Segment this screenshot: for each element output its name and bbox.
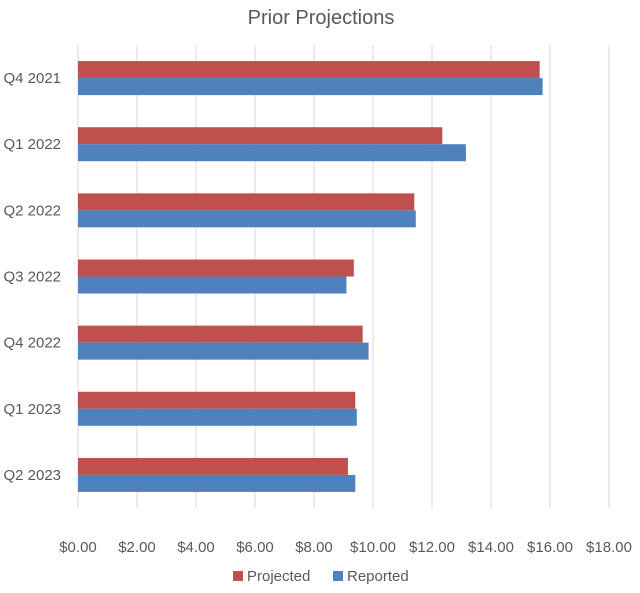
bars	[78, 61, 543, 492]
x-tick-label: $8.00	[295, 539, 333, 556]
category-label: Q1 2022	[3, 136, 61, 153]
category-labels: Q4 2021 Q1 2022 Q2 2022 Q3 2022 Q4 2022 Q1 20…	[3, 70, 61, 484]
x-tick-label: $18.00	[586, 539, 632, 556]
chart-title: Prior Projections	[248, 7, 395, 29]
legend-swatch-reported	[333, 571, 343, 581]
bar-projected	[78, 457, 348, 475]
legend-label-reported: Reported	[347, 568, 409, 585]
bar-projected	[78, 391, 356, 409]
x-tick-label: $16.00	[527, 539, 573, 556]
bar-projected	[78, 127, 443, 145]
x-tick-labels: $0.00 $2.00 $4.00 $6.00 $8.00 $10.00 $12.00 $14…	[59, 539, 632, 556]
bar-reported	[78, 342, 369, 360]
legend: Projected Reported	[233, 568, 409, 585]
x-tick-label: $0.00	[59, 539, 97, 556]
x-tick-label: $4.00	[177, 539, 215, 556]
category-label: Q2 2022	[3, 202, 61, 219]
legend-swatch-projected	[233, 571, 243, 581]
legend-label-projected: Projected	[247, 568, 310, 585]
category-label: Q4 2021	[3, 70, 61, 87]
category-label: Q1 2023	[3, 401, 61, 418]
bar-projected	[78, 259, 354, 277]
bar-reported	[78, 210, 416, 228]
x-tick-label: $6.00	[236, 539, 274, 556]
bar-reported	[78, 78, 543, 96]
bar-reported	[78, 474, 356, 492]
category-label: Q4 2022	[3, 335, 61, 352]
x-tick-label: $2.00	[118, 539, 156, 556]
category-label: Q2 2023	[3, 467, 61, 484]
bar-reported	[78, 276, 347, 294]
x-tick-label: $10.00	[350, 539, 396, 556]
category-label: Q3 2022	[3, 269, 61, 286]
bar-projected	[78, 193, 415, 211]
bar-projected	[78, 61, 540, 79]
x-tick-label: $12.00	[409, 539, 455, 556]
x-tick-label: $14.00	[468, 539, 514, 556]
bar-reported	[78, 408, 357, 426]
bar-reported	[78, 144, 466, 162]
bar-projected	[78, 325, 363, 343]
